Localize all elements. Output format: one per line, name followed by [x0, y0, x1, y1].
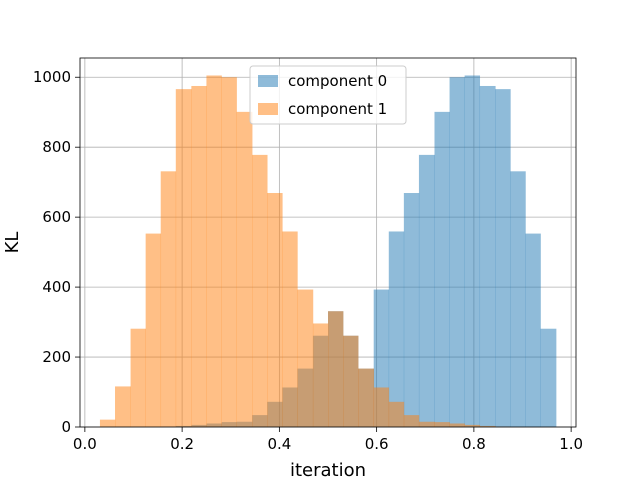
y-tick-label: 200 [42, 348, 71, 366]
histogram-bar [418, 421, 435, 427]
legend-label: component 0 [288, 72, 387, 90]
legend-swatch [258, 103, 278, 115]
histogram-bar [145, 233, 162, 427]
histogram-bar [495, 89, 511, 427]
y-tick-label: 800 [42, 138, 71, 156]
y-tick-label: 0 [61, 418, 71, 436]
legend-label: component 1 [288, 100, 387, 118]
histogram-bar [464, 75, 481, 427]
histogram-bar [267, 193, 283, 427]
histogram-bar [388, 401, 405, 427]
axis-ticks: 0.0 0.2 0.4 0.6 0.8 1.0 0 200 400 600 800 1000 [33, 68, 583, 453]
x-tick-label: 0.4 [267, 435, 291, 453]
x-tick-label: 0.0 [73, 435, 97, 453]
x-tick-label: 0.2 [170, 435, 194, 453]
histogram-bar [434, 111, 450, 427]
legend-box [249, 65, 407, 125]
bars [99, 75, 557, 428]
histogram-bar [312, 323, 329, 427]
histogram-bar [282, 231, 298, 427]
histogram-bar [479, 425, 496, 427]
y-tick-label: 400 [42, 278, 71, 296]
histogram-bar [99, 419, 116, 427]
series-1-bars [99, 75, 511, 428]
histogram-bar [236, 111, 253, 427]
histogram-bar [343, 335, 359, 427]
x-axis-label: iteration [290, 460, 366, 480]
histogram-bar [388, 231, 405, 427]
histogram-bar [160, 171, 177, 427]
x-tick-label: 0.8 [462, 435, 486, 453]
histogram-bar [525, 233, 541, 427]
histogram-bar [373, 387, 390, 427]
histogram-bar [252, 154, 268, 428]
x-tick-label: 0.6 [365, 435, 389, 453]
histogram-bar [434, 422, 450, 427]
legend: component 0 component 1 [249, 65, 407, 125]
histogram-bar [510, 171, 526, 427]
y-tick-label: 600 [42, 208, 71, 226]
histogram-bar [403, 415, 420, 427]
histogram-bar [418, 154, 435, 428]
histogram-bar [449, 423, 465, 427]
histogram-bar [464, 424, 481, 427]
histogram-bar [328, 311, 344, 427]
histogram-bar [297, 289, 314, 427]
histogram-bar [449, 77, 465, 427]
histogram-bar [540, 328, 557, 427]
plot-frame [79, 57, 577, 428]
histogram-bar [191, 85, 207, 427]
y-tick-label: 1000 [33, 68, 71, 86]
histogram-bar [358, 368, 375, 427]
histogram-bar [206, 75, 222, 427]
legend-swatch [258, 75, 278, 87]
histogram-bar [130, 328, 146, 427]
x-tick-label: 1.0 [559, 435, 583, 453]
histogram-bar [115, 386, 131, 427]
histogram-bar [221, 77, 237, 427]
histogram-bar [403, 193, 420, 427]
y-axis-label: KL [2, 232, 23, 254]
histogram-bar [479, 85, 496, 427]
histogram-bar [175, 89, 192, 427]
